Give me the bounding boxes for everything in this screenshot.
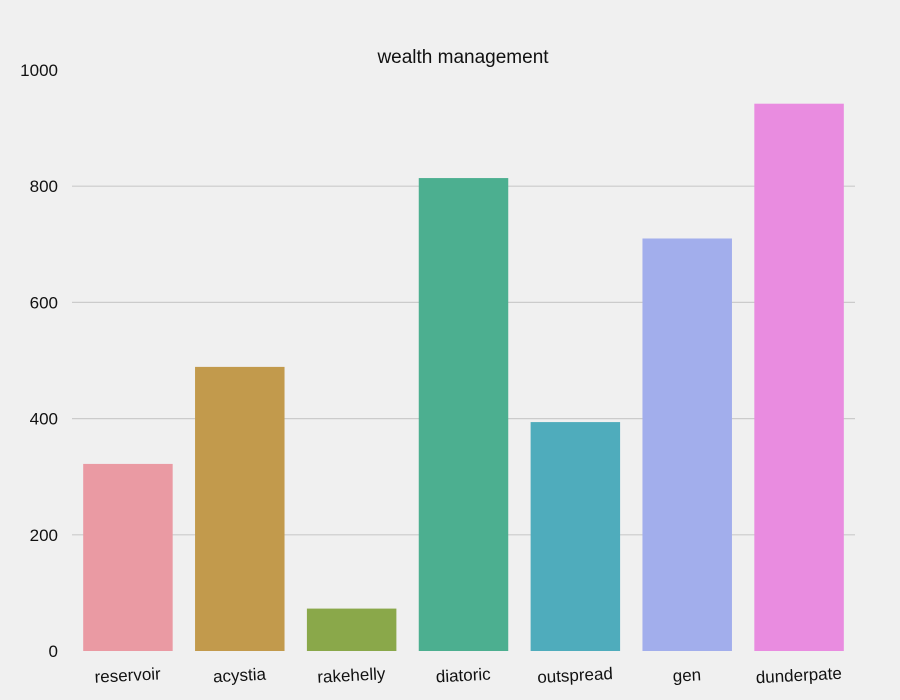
bar-dunderpate [754,103,844,651]
y-tick-label: 0 [49,642,58,661]
y-tick-label: 400 [30,410,58,429]
bar-acystia [195,366,285,651]
y-tick-label: 200 [30,526,58,545]
bar-reservoir [83,463,173,651]
x-tick-label-diatoric: diatoric [435,665,491,687]
x-axis-ticks: reservoir acystia rakehelly diatoric outspre… [94,664,842,687]
bar-rakehelly [306,608,397,651]
y-axis-ticks: 0 200 400 600 800 1000 [20,61,58,661]
x-tick-label-outspread: outspread [537,664,614,687]
x-tick-label-gen: gen [672,665,701,685]
y-tick-label: 800 [30,177,58,196]
bar-gen [642,238,732,652]
x-tick-label-rakehelly: rakehelly [317,664,386,687]
chart-title: wealth management [376,47,549,68]
y-tick-label: 600 [30,293,58,312]
bar-diatoric [418,178,509,652]
x-tick-label-dunderpate: dunderpate [755,664,842,687]
bars [83,103,844,652]
y-tick-label: 1000 [20,61,58,80]
bar-outspread [530,422,621,651]
x-tick-label-acystia: acystia [213,665,267,687]
x-tick-label-reservoir: reservoir [94,664,161,686]
